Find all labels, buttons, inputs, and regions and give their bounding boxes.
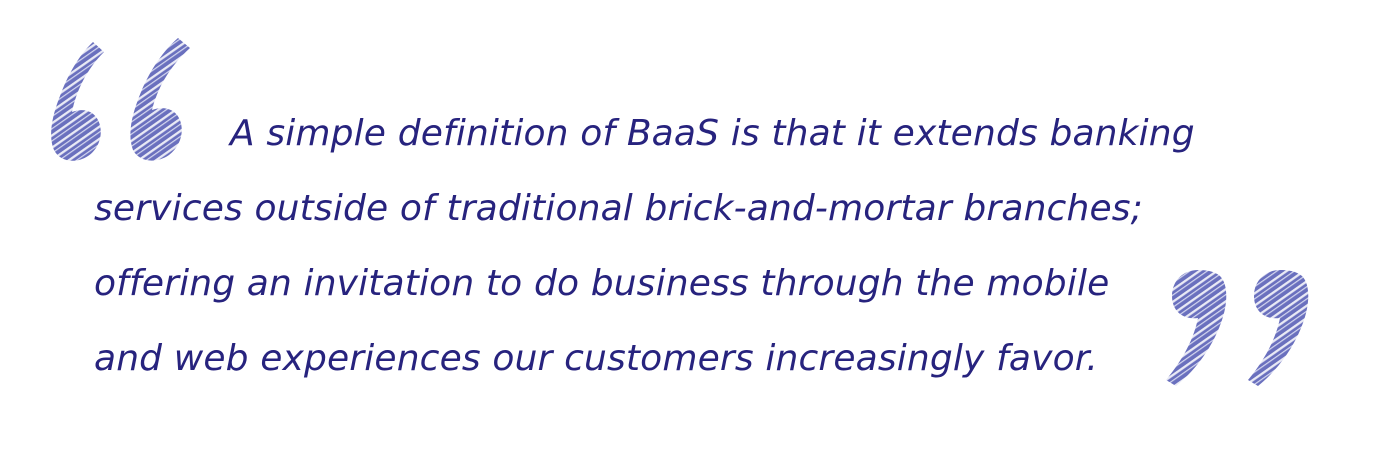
open-quote-icon — [51, 38, 190, 161]
quote-line: and web experiences our customers increa… — [94, 338, 1098, 379]
quote-line: services outside of traditional brick-an… — [94, 188, 1143, 229]
quote-line: A simple definition of BaaS is that it e… — [230, 113, 1195, 154]
quote-line: offering an invitation to do business th… — [94, 263, 1110, 304]
close-quote-icon — [1166, 270, 1309, 386]
